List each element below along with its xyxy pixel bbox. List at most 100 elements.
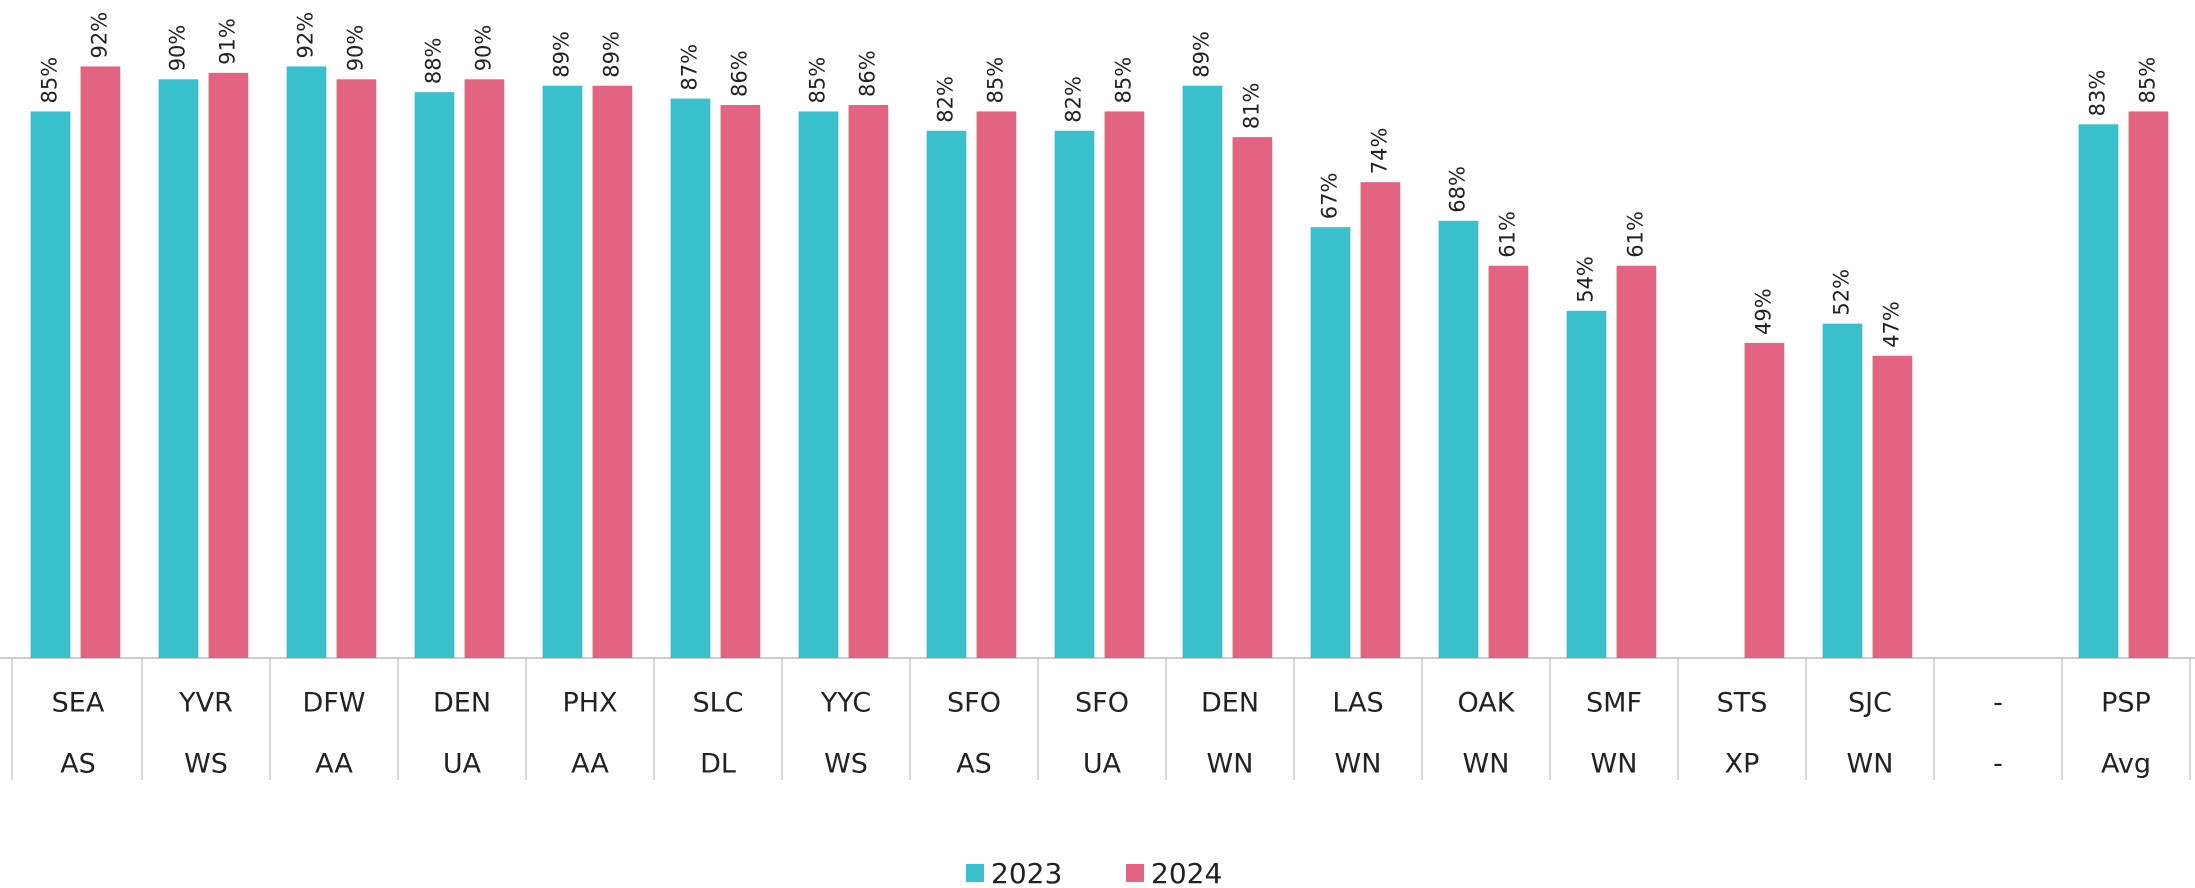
bar <box>1104 111 1145 658</box>
x-tick-label: UA <box>443 749 482 780</box>
value-label: 86% <box>855 50 879 97</box>
bar <box>798 111 839 658</box>
value-label: 90% <box>471 25 495 72</box>
x-tick-label: WS <box>184 749 228 780</box>
x-tick-label: AA <box>315 749 353 780</box>
legend-swatch <box>966 864 984 882</box>
bar <box>1822 323 1863 658</box>
bar <box>1182 85 1223 659</box>
bar <box>976 111 1017 658</box>
value-label: 92% <box>87 12 111 59</box>
x-tick-label: UA <box>1083 749 1122 780</box>
bar <box>1616 265 1657 658</box>
value-label: 85% <box>1111 57 1135 104</box>
value-label: 85% <box>805 57 829 104</box>
value-label: 83% <box>2085 70 2109 117</box>
value-label: 90% <box>343 25 367 72</box>
bar <box>1566 310 1607 658</box>
value-label: 68% <box>1445 166 1469 213</box>
value-label: 87% <box>677 44 701 91</box>
bar <box>2078 124 2119 658</box>
x-tick-label: STS <box>1717 688 1768 719</box>
bar <box>464 79 505 659</box>
x-tick-label: - <box>1993 688 2003 719</box>
x-tick-label: PHX <box>562 688 617 719</box>
bar <box>1054 130 1095 659</box>
bar <box>1872 355 1913 658</box>
bar <box>848 105 889 658</box>
x-tick-label: DEN <box>433 688 491 719</box>
x-tick-label: XP <box>1725 749 1760 780</box>
bar <box>414 92 455 658</box>
x-tick-label: OAK <box>1458 688 1516 719</box>
bar <box>926 130 967 659</box>
x-tick-label: SMF <box>1586 688 1642 719</box>
bar <box>1360 182 1401 658</box>
legend-label: 2023 <box>991 857 1062 888</box>
x-tick-label: PSP <box>2101 688 2151 719</box>
value-label: 54% <box>1573 256 1597 303</box>
legend-swatch <box>1126 864 1144 882</box>
bar <box>1438 220 1479 658</box>
x-tick-label: WN <box>1207 749 1254 780</box>
x-tick-label: WN <box>1847 749 1894 780</box>
value-label: 52% <box>1829 269 1853 316</box>
x-tick-label: - <box>1993 749 2003 780</box>
value-label: 67% <box>1317 173 1341 220</box>
x-tick-label: YVR <box>178 688 233 719</box>
x-tick-label: AS <box>60 749 96 780</box>
x-tick-label: DEN <box>1201 688 1259 719</box>
value-label: 89% <box>1189 31 1213 78</box>
value-label: 89% <box>549 31 573 78</box>
value-label: 82% <box>1061 76 1085 123</box>
x-tick-label: WN <box>1463 749 1510 780</box>
x-tick-label: WS <box>824 749 868 780</box>
x-tick-label: SFO <box>947 688 1001 719</box>
bar <box>592 85 633 659</box>
x-tick-label: YYC <box>820 688 871 719</box>
bar <box>542 85 583 659</box>
value-label: 74% <box>1367 127 1391 174</box>
value-label: 85% <box>37 57 61 104</box>
x-tick-label: AS <box>956 749 992 780</box>
value-label: 89% <box>599 31 623 78</box>
value-label: 91% <box>215 18 239 65</box>
value-label: 81% <box>1239 82 1263 129</box>
x-tick-label: SLC <box>692 688 743 719</box>
bar <box>720 105 761 658</box>
value-label: 49% <box>1751 288 1775 335</box>
value-label: 61% <box>1495 211 1519 258</box>
x-tick-label: SFO <box>1075 688 1129 719</box>
value-label: 47% <box>1879 301 1903 348</box>
value-label: 86% <box>727 50 751 97</box>
x-tick-label: LAS <box>1332 688 1383 719</box>
x-tick-label: SJC <box>1848 688 1892 719</box>
bar <box>336 79 377 659</box>
x-tick-label: WN <box>1591 749 1638 780</box>
value-label: 61% <box>1623 211 1647 258</box>
bar <box>30 111 71 658</box>
x-tick-label: Avg <box>2101 749 2151 780</box>
value-label: 92% <box>293 12 317 59</box>
x-tick-label: DL <box>700 749 736 780</box>
value-label: 90% <box>165 25 189 72</box>
x-tick-label: AA <box>571 749 609 780</box>
bar <box>158 79 199 659</box>
bar <box>1310 227 1351 658</box>
bar <box>1744 342 1785 658</box>
legend-label: 2024 <box>1151 857 1222 888</box>
bar <box>2128 111 2169 658</box>
value-label: 88% <box>421 37 445 84</box>
value-label: 85% <box>2135 57 2159 104</box>
bar <box>670 98 711 659</box>
value-label: 82% <box>933 76 957 123</box>
bar <box>1232 137 1273 659</box>
x-tick-label: WN <box>1335 749 1382 780</box>
x-tick-label: SEA <box>52 688 105 719</box>
bar <box>208 72 249 659</box>
value-label: 85% <box>983 57 1007 104</box>
bar <box>80 66 121 658</box>
x-tick-label: DFW <box>302 688 365 719</box>
bar <box>286 66 327 658</box>
